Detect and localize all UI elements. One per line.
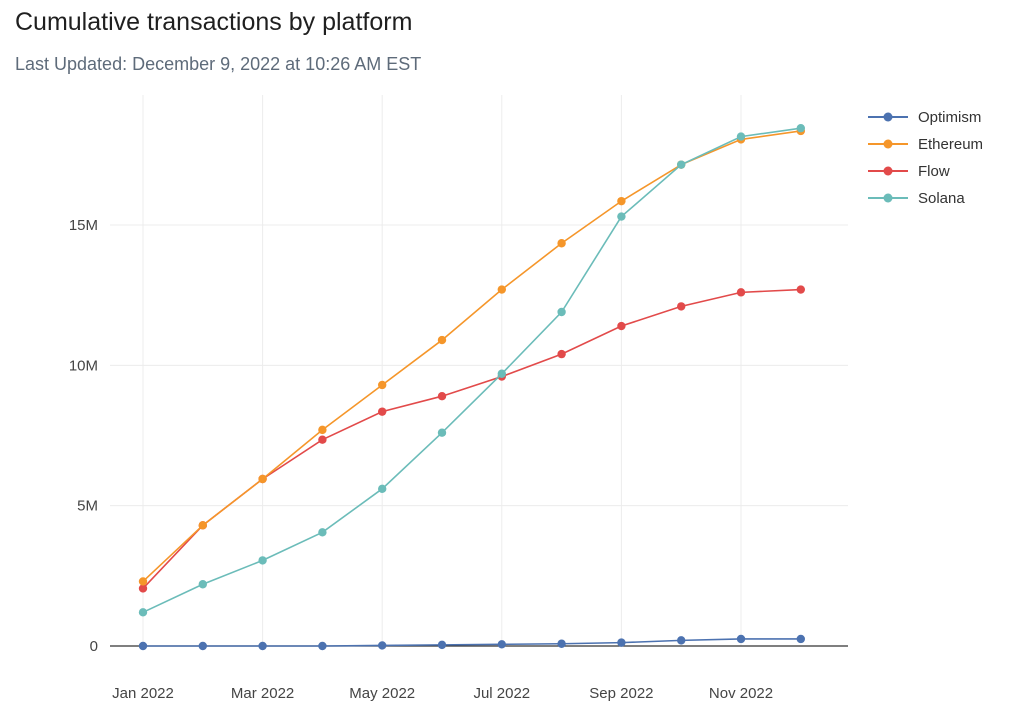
legend-item-flow[interactable]: Flow bbox=[868, 163, 950, 180]
legend-marker bbox=[883, 139, 893, 149]
series-line-ethereum bbox=[142, 130, 801, 583]
data-point[interactable] bbox=[557, 307, 566, 317]
data-point[interactable] bbox=[497, 640, 506, 649]
legend-marker bbox=[883, 112, 893, 122]
y-tick-label: 10M bbox=[69, 357, 98, 374]
data-point[interactable] bbox=[378, 641, 387, 650]
x-tick-label: May 2022 bbox=[349, 685, 415, 702]
data-point[interactable] bbox=[677, 636, 686, 645]
data-point[interactable] bbox=[138, 641, 148, 651]
data-point[interactable] bbox=[318, 435, 327, 444]
data-point[interactable] bbox=[318, 528, 327, 537]
data-point[interactable] bbox=[258, 556, 267, 565]
x-tick-label: Mar 2022 bbox=[231, 685, 294, 702]
data-point[interactable] bbox=[736, 132, 746, 141]
legend-label: Optimism bbox=[918, 109, 981, 126]
y-tick-label: 0 bbox=[90, 638, 98, 655]
data-point[interactable] bbox=[557, 239, 566, 248]
data-point[interactable] bbox=[736, 634, 746, 644]
last-updated-text: Last Updated: December 9, 2022 at 10:26 … bbox=[15, 54, 422, 74]
series-optimism bbox=[138, 634, 805, 651]
data-point[interactable] bbox=[736, 288, 746, 297]
data-point[interactable] bbox=[497, 285, 506, 294]
data-point[interactable] bbox=[138, 584, 148, 593]
data-point[interactable] bbox=[198, 580, 207, 589]
data-point[interactable] bbox=[437, 335, 447, 345]
data-point[interactable] bbox=[796, 123, 805, 133]
x-tick-label: Jul 2022 bbox=[473, 685, 530, 702]
data-point[interactable] bbox=[617, 321, 626, 331]
data-point[interactable] bbox=[677, 302, 686, 311]
data-point[interactable] bbox=[796, 285, 805, 294]
legend-marker bbox=[883, 193, 893, 203]
data-point[interactable] bbox=[378, 407, 387, 416]
data-point[interactable] bbox=[557, 639, 566, 648]
x-tick-label: Jan 2022 bbox=[112, 685, 174, 702]
legend-item-solana[interactable]: Solana bbox=[868, 190, 965, 207]
data-point[interactable] bbox=[617, 638, 626, 647]
series-layer bbox=[138, 123, 805, 651]
x-tick-label: Sep 2022 bbox=[589, 685, 653, 702]
series-line-solana bbox=[142, 127, 801, 614]
axes: Jan 2022 Mar 2022 May 2022 Jul 2022 Sep 2022… bbox=[69, 217, 848, 702]
data-point[interactable] bbox=[198, 641, 207, 651]
data-point[interactable] bbox=[258, 641, 267, 651]
legend-marker bbox=[883, 166, 893, 176]
series-solana bbox=[138, 123, 805, 617]
legend-label: Flow bbox=[918, 163, 950, 180]
data-point[interactable] bbox=[557, 349, 566, 359]
legend-label: Solana bbox=[918, 190, 965, 207]
series-line-flow bbox=[142, 288, 801, 590]
legend-item-optimism[interactable]: Optimism bbox=[868, 109, 981, 126]
data-point[interactable] bbox=[318, 425, 327, 435]
data-point[interactable] bbox=[378, 484, 387, 494]
data-point[interactable] bbox=[796, 634, 805, 644]
chart-title: Cumulative transactions by platform bbox=[15, 8, 413, 36]
data-point[interactable] bbox=[138, 608, 148, 617]
data-point[interactable] bbox=[437, 392, 447, 401]
data-point[interactable] bbox=[437, 640, 447, 650]
data-point[interactable] bbox=[617, 196, 626, 206]
data-point[interactable] bbox=[378, 380, 387, 390]
legend-label: Ethereum bbox=[918, 136, 983, 153]
series-ethereum bbox=[138, 126, 805, 586]
data-point[interactable] bbox=[318, 641, 327, 651]
y-tick-label: 15M bbox=[69, 217, 98, 234]
data-point[interactable] bbox=[677, 160, 686, 169]
x-tick-label: Nov 2022 bbox=[709, 685, 773, 702]
data-point[interactable] bbox=[497, 369, 506, 378]
legend[interactable]: Optimism Ethereum Flow Solana bbox=[868, 109, 983, 207]
series-line-optimism bbox=[143, 638, 801, 647]
grid bbox=[110, 95, 848, 646]
y-tick-label: 5M bbox=[77, 498, 98, 515]
data-point[interactable] bbox=[198, 521, 207, 530]
data-point[interactable] bbox=[258, 474, 267, 484]
data-point[interactable] bbox=[138, 577, 148, 586]
series-flow bbox=[138, 285, 805, 593]
legend-item-ethereum[interactable]: Ethereum bbox=[868, 136, 983, 153]
data-point[interactable] bbox=[617, 212, 626, 221]
data-point[interactable] bbox=[437, 428, 447, 437]
